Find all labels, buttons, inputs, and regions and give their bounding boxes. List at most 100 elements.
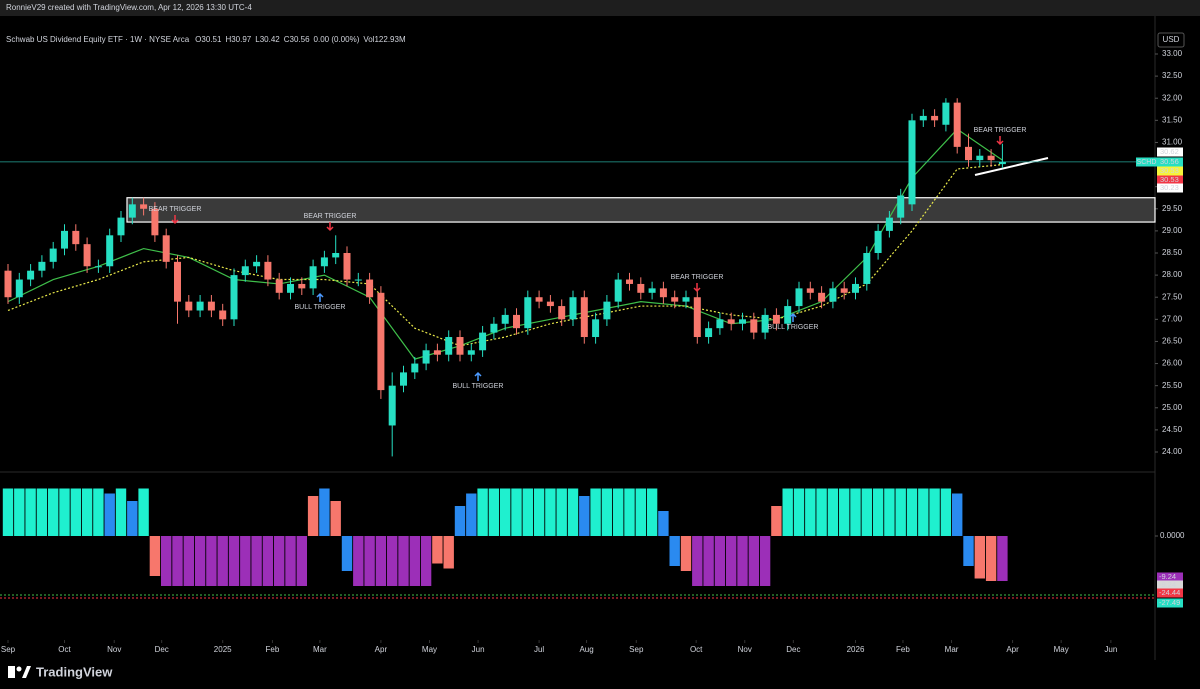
histogram-bar: [104, 493, 115, 536]
histogram-bar: [952, 493, 963, 536]
candle-body: [693, 297, 701, 338]
candle-body: [795, 288, 803, 307]
candle-body: [377, 292, 385, 391]
histogram-bar: [161, 536, 172, 586]
histogram-bar: [194, 536, 206, 586]
candle-body: [49, 248, 57, 262]
legend-value: 30.51: [201, 35, 222, 44]
price-badge: [1157, 183, 1183, 193]
candle-body: [897, 195, 905, 218]
histogram-bar: [906, 488, 918, 536]
candle-body: [94, 266, 102, 268]
histogram-bar: [319, 488, 330, 536]
bull-arrow: [474, 371, 482, 381]
candle-body: [162, 235, 170, 262]
candle-body: [433, 350, 441, 355]
histogram-bar: [624, 488, 635, 536]
price-badge-label: 30.53: [1160, 175, 1179, 184]
footer-logo: [8, 666, 31, 678]
x-tick-label: Oct: [690, 645, 703, 654]
candle-body: [919, 115, 927, 121]
histogram-bar: [375, 536, 387, 586]
candle-body: [388, 385, 396, 426]
y-tick-label: 32.00: [1162, 93, 1183, 102]
indicator-badge-label: -27.49: [1159, 598, 1180, 607]
y-tick-label: 31.50: [1162, 115, 1183, 124]
candle-body: [648, 288, 656, 293]
x-tick-label: Apr: [1006, 645, 1019, 654]
candle-body: [772, 314, 780, 324]
candle-body: [320, 257, 328, 267]
histogram-bar: [477, 488, 488, 536]
histogram-bar: [692, 536, 703, 586]
histogram-bar: [93, 488, 104, 536]
candle-body: [354, 279, 362, 281]
symbol: Schwab US Dividend Equity ETF · 1W · NYS…: [6, 35, 190, 44]
candle-body: [15, 279, 23, 298]
candle-body: [332, 253, 340, 258]
y-tick-label: 27.50: [1162, 292, 1183, 301]
histogram-bar: [500, 488, 511, 536]
histogram-bar: [997, 536, 1008, 581]
legend-key: O: [195, 35, 201, 44]
candle-body: [207, 301, 215, 311]
histogram-bar: [793, 488, 805, 536]
candle-body: [117, 217, 125, 236]
candle-body: [761, 314, 769, 333]
annotation: BEAR TRIGGER: [974, 127, 1027, 134]
histogram-bar: [759, 536, 771, 586]
candle-body: [580, 297, 588, 338]
histogram-bar: [635, 488, 646, 536]
annotation: BEAR TRIGGER: [149, 206, 202, 213]
y-tick-label: 25.00: [1162, 403, 1183, 412]
logo-part: [22, 666, 31, 678]
histogram-bar: [556, 488, 567, 536]
x-tick-label: Feb: [266, 645, 280, 654]
histogram-bar: [183, 536, 194, 586]
histogram-bar: [918, 488, 929, 536]
indicator-badge: [1157, 580, 1183, 590]
x-tick-label: 2025: [214, 645, 232, 654]
candle-body: [614, 279, 622, 302]
histogram-bar: [398, 536, 409, 586]
x-tick-label: Mar: [313, 645, 327, 654]
histogram-bar: [443, 536, 454, 569]
histogram-bar: [2, 488, 14, 536]
histogram-bar: [420, 536, 432, 586]
candle-body: [185, 301, 193, 311]
histogram-bar: [861, 488, 872, 536]
candle-body: [750, 319, 758, 333]
legend-value: 30.97: [231, 35, 252, 44]
x-tick-label: May: [1054, 645, 1069, 654]
price-badge-label: 30.53: [1160, 166, 1179, 175]
candle-body: [863, 253, 871, 284]
legend-value: 30.42: [260, 35, 281, 44]
candle-body: [27, 270, 35, 280]
histogram-bar: [138, 488, 149, 536]
candle-body: [942, 102, 950, 125]
candle-body: [196, 301, 204, 311]
histogram-bar: [330, 501, 341, 536]
candle-body: [874, 230, 882, 253]
candle-body: [998, 161, 1006, 165]
legend-key: C: [284, 35, 290, 44]
x-tick-label: 2026: [847, 645, 865, 654]
histogram-bar: [432, 536, 443, 564]
currency: USD: [1163, 35, 1180, 44]
candle-body: [513, 314, 520, 329]
bull-arrow: [789, 312, 797, 322]
indicator-badge: [1157, 598, 1183, 608]
legend-value: 30.56: [290, 35, 311, 44]
y-tick-label: 24.50: [1162, 425, 1183, 434]
x-tick-label: Dec: [786, 645, 800, 654]
histogram-bar: [172, 536, 183, 586]
y-tick-label: 27.00: [1162, 314, 1183, 323]
candle-body: [343, 253, 351, 280]
histogram-bar: [466, 493, 477, 536]
x-tick-label: Jun: [1104, 645, 1117, 654]
x-tick-label: Nov: [738, 645, 752, 654]
candle-body: [411, 363, 419, 373]
legend-key: H: [225, 35, 231, 44]
bear-arrow: [326, 222, 334, 232]
logo-part: [8, 666, 15, 678]
